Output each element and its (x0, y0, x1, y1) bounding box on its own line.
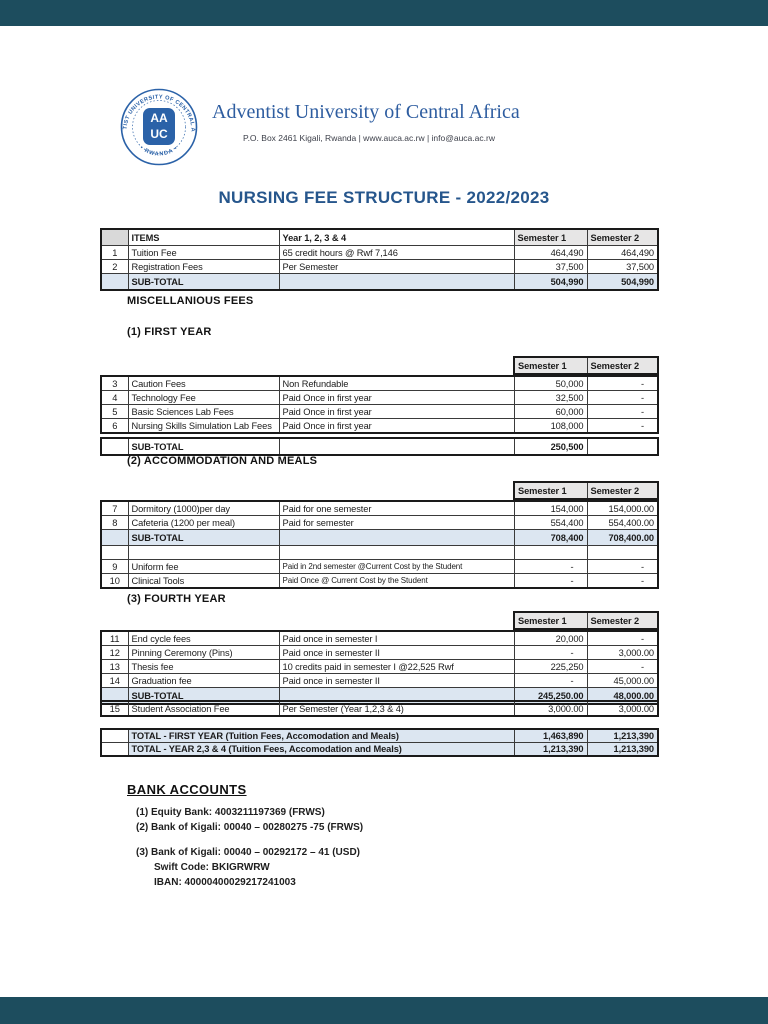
logo-emblem (143, 108, 175, 145)
table-row: 12 Pinning Ceremony (Pins) Paid once in … (100, 645, 659, 660)
logo-monogram-bottom: UC (150, 127, 168, 141)
university-logo: ADVENTIST UNIVERSITY OF CENTRAL AFRICA •… (120, 88, 198, 166)
col-semester2: Semester 2 (586, 228, 659, 246)
university-name: Adventist University of Central Africa (212, 101, 520, 123)
subtotal-row: SUB-TOTAL 708,400 708,400.00 (100, 529, 659, 546)
col-semester2: Semester 2 (586, 356, 659, 375)
col-semester2: Semester 2 (586, 481, 659, 500)
table-row: 6 Nursing Skills Simulation Lab Fees Pai… (100, 418, 659, 434)
table-row: 1 Tuition Fee 65 credit hours @ Rwf 7,14… (100, 245, 659, 260)
col-semester1: Semester 1 (513, 611, 588, 630)
bank-accounts-list: (1) Equity Bank: 4003211197369 (FRWS) (2… (136, 805, 363, 890)
col-items: ITEMS (127, 228, 280, 246)
table-row: 13 Thesis fee 10 credits paid in semeste… (100, 659, 659, 674)
table-row: 11 End cycle fees Paid once in semester … (100, 630, 659, 646)
accommodation-table: Semester 1 Semester 2 7 Dormitory (1000)… (100, 481, 659, 589)
subtotal-row: SUB-TOTAL 250,500 (100, 437, 659, 456)
total-row: TOTAL - YEAR 2,3 & 4 (Tuition Fees, Acco… (100, 742, 659, 757)
bank-iban: IBAN: 40000400029217241003 (154, 877, 296, 888)
table-row: 2 Registration Fees Per Semester 37,500 … (100, 259, 659, 274)
table-row: 3 Caution Fees Non Refundable 50,000 - (100, 375, 659, 391)
bank-account-2: (2) Bank of Kigali: 00040 – 00280275 -75… (136, 822, 364, 833)
bank-account-3: (3) Bank of Kigali: 00040 – 00292172 – 4… (136, 847, 360, 858)
col-semester2: Semester 2 (586, 611, 659, 630)
viewer-bottom-bar (0, 997, 768, 1024)
bank-swift-code: Swift Code: BKIGRWRW (154, 862, 270, 873)
subtotal-label: SUB-TOTAL (127, 273, 280, 291)
section-misc-fees: MISCELLANIOUS FEES (127, 295, 254, 307)
logo-monogram-top: AA (150, 111, 168, 125)
contact-line: P.O. Box 2461 Kigali, Rwanda | www.auca.… (243, 133, 495, 143)
bank-account-1: (1) Equity Bank: 4003211197369 (FRWS) (136, 807, 325, 818)
bank-accounts-heading: BANK ACCOUNTS (127, 782, 247, 797)
section-accommodation: (2) ACCOMMODATION AND MEALS (127, 455, 318, 467)
subtotal-row: SUB-TOTAL 504,990 504,990 (100, 273, 659, 291)
table-row: 10 Clinical Tools Paid Once @ Current Co… (100, 573, 659, 589)
table-row: 9 Uniform fee Paid in 2nd semester @Curr… (100, 559, 659, 574)
total-label: TOTAL - FIRST YEAR (Tuition Fees, Accomo… (127, 728, 515, 743)
totals-table: TOTAL - FIRST YEAR (Tuition Fees, Accomo… (100, 728, 659, 757)
fourth-year-table: Semester 1 Semester 2 11 End cycle fees … (100, 611, 659, 705)
table-row: 7 Dormitory (1000)per day Paid for one s… (100, 500, 659, 516)
semester-header: Semester 1 Semester 2 (513, 611, 659, 630)
subtotal-label: SUB-TOTAL (127, 529, 280, 546)
subtotal-label: SUB-TOTAL (127, 437, 280, 456)
table-row: 15 Student Association Fee Per Semester … (100, 700, 659, 717)
total-label: TOTAL - YEAR 2,3 & 4 (Tuition Fees, Acco… (127, 742, 515, 757)
viewer-top-bar (0, 0, 768, 26)
semester-header: Semester 1 Semester 2 (513, 481, 659, 500)
col-semester1: Semester 1 (513, 228, 588, 246)
col-year: Year 1, 2, 3 & 4 (278, 228, 515, 246)
page-title: NURSING FEE STRUCTURE - 2022/2023 (218, 188, 550, 207)
section-fourth-year: (3) FOURTH YEAR (127, 593, 226, 605)
first-year-table: Semester 1 Semester 2 3 Caution Fees Non… (100, 356, 659, 456)
col-semester1: Semester 1 (513, 356, 588, 375)
tuition-table: ITEMS Year 1, 2, 3 & 4 Semester 1 Semest… (100, 228, 659, 291)
table-row: 8 Cafeteria (1200 per meal) Paid for sem… (100, 515, 659, 530)
col-semester1: Semester 1 (513, 481, 588, 500)
first-year-subtotal: SUB-TOTAL 250,500 (100, 437, 659, 456)
table-header-row: ITEMS Year 1, 2, 3 & 4 Semester 1 Semest… (100, 228, 659, 246)
table-row: 5 Basic Sciences Lab Fees Paid Once in f… (100, 404, 659, 419)
semester-header: Semester 1 Semester 2 (513, 356, 659, 375)
association-fee-table: 15 Student Association Fee Per Semester … (100, 700, 659, 717)
blank-row (100, 545, 659, 560)
table-row: 4 Technology Fee Paid Once in first year… (100, 390, 659, 405)
table-row: 14 Graduation fee Paid once in semester … (100, 673, 659, 688)
section-first-year: (1) FIRST YEAR (127, 326, 212, 338)
total-row: TOTAL - FIRST YEAR (Tuition Fees, Accomo… (100, 728, 659, 743)
